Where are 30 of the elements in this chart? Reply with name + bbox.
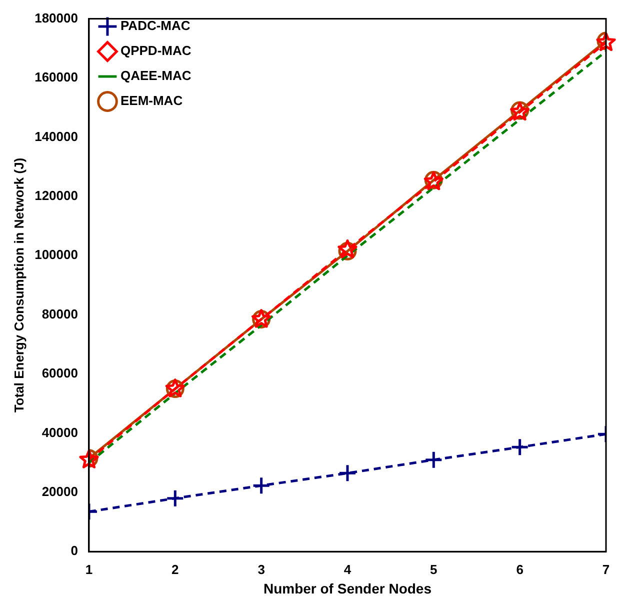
x-tick-label: 7: [602, 562, 610, 577]
y-tick-label: 100000: [34, 247, 78, 262]
point: [596, 32, 616, 52]
x-tick-label: 4: [344, 562, 352, 577]
point: [166, 489, 184, 508]
legend-label: PADC-MAC: [120, 18, 191, 34]
y-tick-label: 180000: [34, 10, 78, 26]
y-tick-label: 60000: [42, 366, 78, 381]
x-tick-label: 3: [258, 562, 265, 577]
y-tick-label: 0: [70, 543, 78, 558]
point: [424, 450, 443, 470]
point: [510, 438, 530, 456]
y-tick-label: 80000: [42, 306, 78, 322]
legend-label: QAEE-MAC: [120, 68, 192, 84]
x-tick-label: 2: [172, 562, 179, 577]
point: [79, 450, 99, 468]
x-axis-title: Number of Sender Nodes: [263, 580, 432, 596]
y-tick-label: 140000: [34, 128, 78, 144]
y-tick-label: 40000: [42, 424, 78, 440]
y-axis-title: Total Energy Consumption in Network (J): [11, 158, 26, 413]
y-tick-label: 20000: [42, 484, 78, 499]
x-tick-label: 6: [516, 562, 524, 577]
legend-label: EEM-MAC: [120, 93, 184, 108]
point: [252, 476, 271, 495]
y-tick-label: 120000: [34, 188, 78, 203]
y-tick-label: 160000: [34, 70, 78, 85]
x-tick-label: 1: [85, 562, 93, 577]
point: [338, 464, 357, 482]
x-tick-label: 5: [430, 562, 438, 577]
legend-label: QPPD-MAC: [120, 43, 192, 58]
